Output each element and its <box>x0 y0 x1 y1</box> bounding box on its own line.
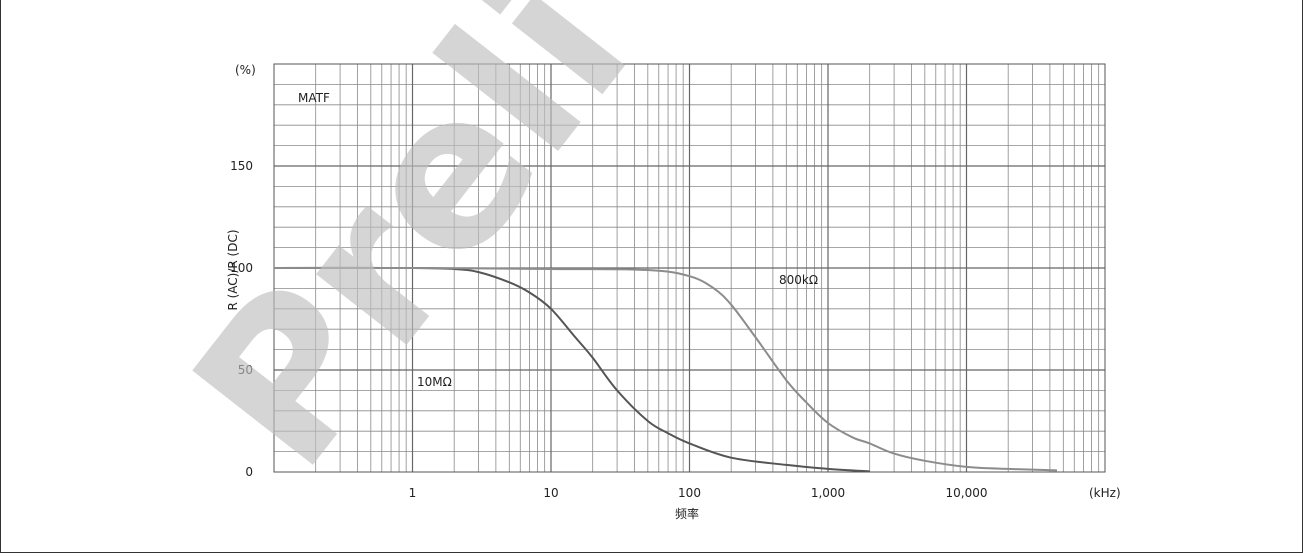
x-tick-label: 1,000 <box>811 486 845 500</box>
x-unit-label: (kHz) <box>1089 486 1121 500</box>
y-tick-label: 100 <box>230 261 253 275</box>
x-tick-label: 10 <box>543 486 558 500</box>
series-label-10m: 10MΩ <box>417 375 452 389</box>
y-tick-labels: 0 50 100 150 <box>230 159 253 479</box>
y-tick-label: 150 <box>230 159 253 173</box>
series-line-1 <box>273 266 1058 472</box>
y-tick-label: 50 <box>238 363 253 377</box>
x-tick-label: 100 <box>678 486 701 500</box>
chart-annotation: MATF <box>298 91 330 105</box>
x-tick-labels: 1 10 100 1,000 10,000 <box>409 486 988 500</box>
series-layer <box>273 266 1058 473</box>
x-tick-label: 10,000 <box>946 486 988 500</box>
x-axis-title: 频率 <box>675 506 699 521</box>
x-tick-label: 1 <box>409 486 417 500</box>
y-tick-label: 0 <box>245 465 253 479</box>
series-label-800k: 800kΩ <box>779 273 818 287</box>
y-axis-title: R (AC)/R (DC) <box>226 229 240 310</box>
y-unit-label: (%) <box>235 63 256 77</box>
series-line-0 <box>273 266 870 473</box>
